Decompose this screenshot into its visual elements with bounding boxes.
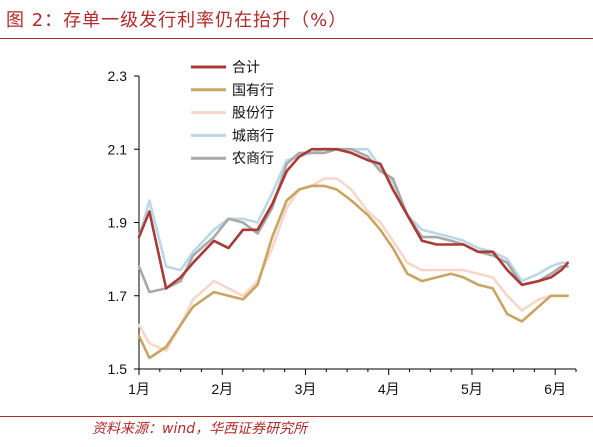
x-tick-label: 5月 [461,381,483,397]
series-line-4 [137,147,570,294]
y-tick-label: 2.3 [108,68,128,84]
x-tick-label: 6月 [544,381,566,397]
x-tick-label: 1月 [128,381,150,397]
series-line-0 [137,147,570,290]
legend-label-2: 股份行 [232,106,274,122]
source-rule [0,416,593,417]
series-line-1 [137,184,570,360]
chart-axes: 2.3 2.1 1.9 1.7 1.51月 2月 3月 4月 5月 6月 [108,68,577,397]
y-tick-label: 1.5 [108,361,128,377]
y-tick-label: 1.9 [108,215,128,231]
x-tick-label: 3月 [295,381,317,397]
legend-label-0: 合计 [232,60,260,76]
chart-series-lines [137,147,570,360]
y-tick-label: 1.7 [108,288,128,304]
x-tick-label: 4月 [378,381,400,397]
legend-label-3: 城商行 [232,128,274,144]
x-tick-label: 2月 [211,381,233,397]
y-tick-label: 2.1 [108,141,128,157]
series-line-2 [137,177,570,353]
figure-title: 图 2：存单一级发行利率仍在抬升（%） [6,10,348,31]
series-line-3 [137,147,570,283]
source-note: 资料来源：wind，华西证券研究所 [92,421,308,437]
legend-label-4: 农商行 [232,151,274,167]
legend-label-1: 国有行 [232,83,274,99]
title-rule [0,38,593,39]
